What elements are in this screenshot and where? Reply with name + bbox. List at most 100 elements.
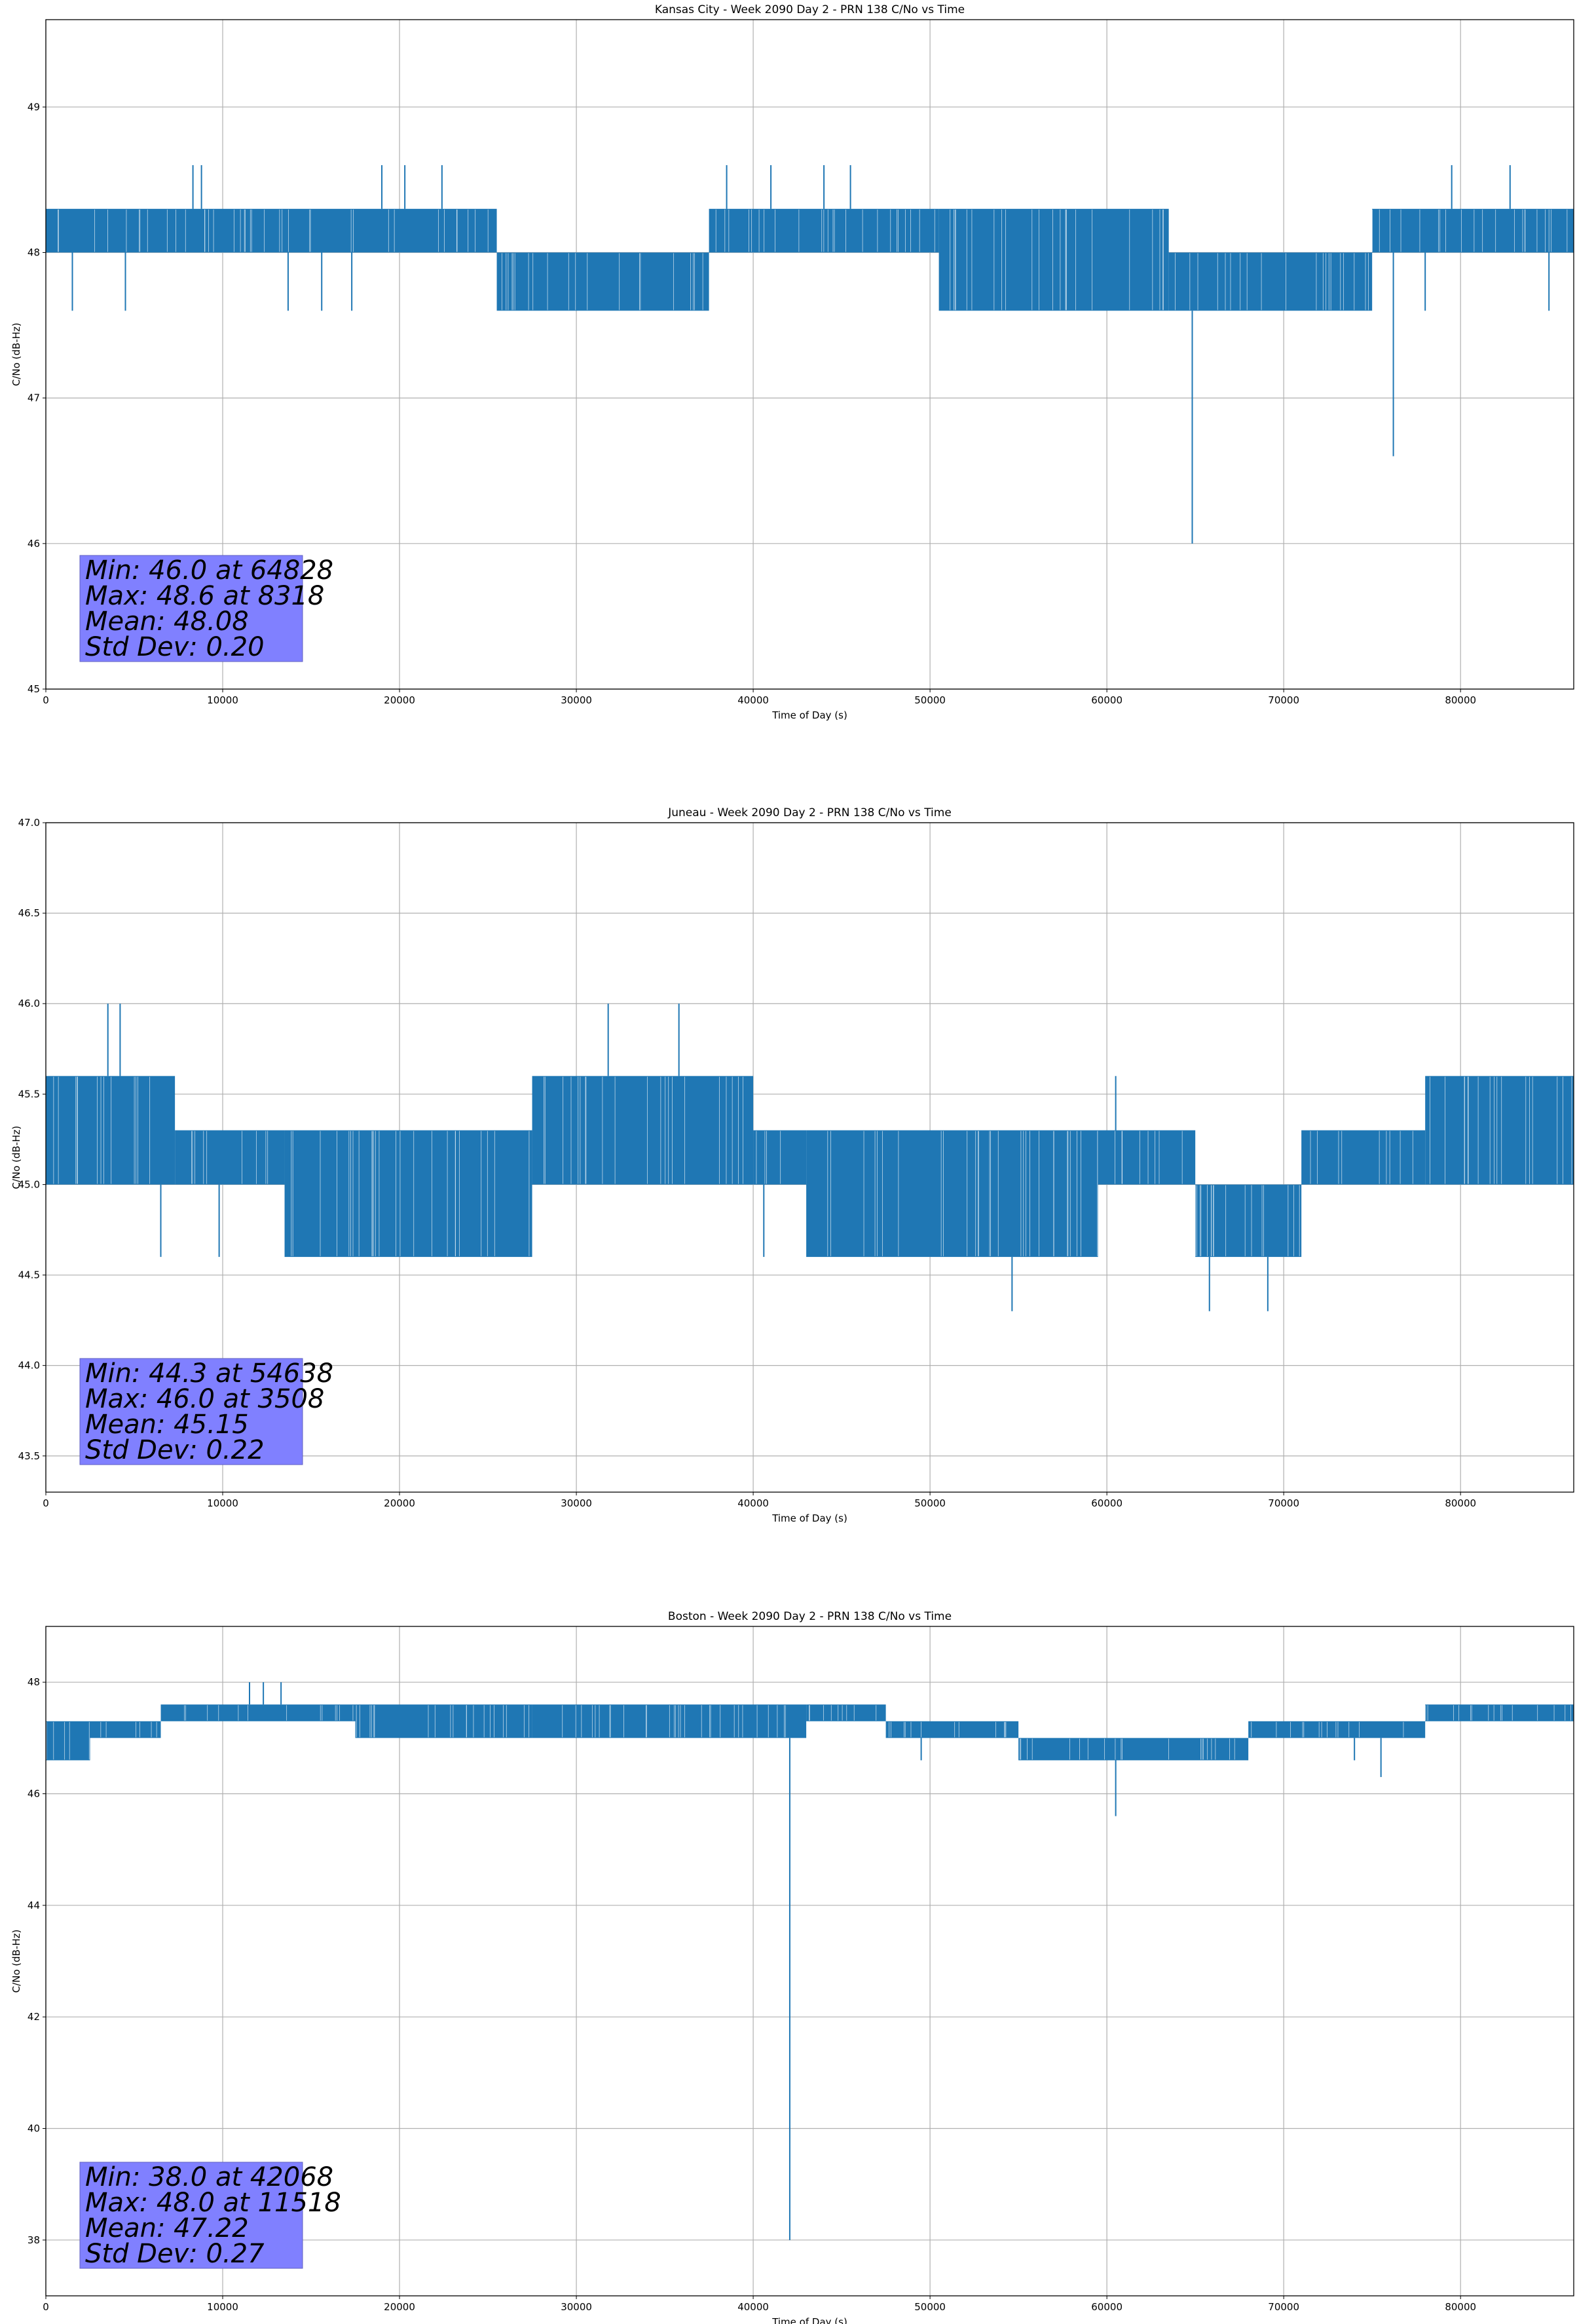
x-tick-label: 10000	[207, 2301, 238, 2313]
series-band	[175, 1130, 285, 1185]
axes-frame	[45, 1626, 1574, 2296]
x-tick-label: 30000	[561, 694, 592, 706]
series-cno	[46, 1003, 1574, 1311]
series-band	[1098, 1130, 1196, 1185]
chart-title: Juneau - Week 2090 Day 2 - PRN 138 C/No …	[667, 806, 952, 819]
x-tick-label: 80000	[1445, 2301, 1476, 2313]
stats-line: Std Dev: 0.20	[85, 632, 265, 662]
series-band	[1168, 252, 1373, 311]
series-band	[1248, 1721, 1426, 1738]
y-tick-label: 45.5	[18, 1088, 40, 1100]
series-band	[1372, 208, 1574, 253]
series-band	[938, 208, 1169, 311]
x-tick-label: 0	[43, 1497, 49, 1509]
x-tick-label: 80000	[1445, 694, 1476, 706]
series-band	[46, 208, 497, 253]
x-tick-label: 50000	[914, 694, 946, 706]
chart-panel-0: 0 10000 20000 30000 40000 50000 60000 70000 8000…	[10, 3, 1574, 721]
y-tick-label: 45.0	[18, 1178, 40, 1190]
y-tick-label: 45	[28, 683, 40, 695]
series-band	[160, 1704, 356, 1721]
stats-line: Mean: 47.22	[85, 2213, 249, 2243]
x-tick-label: 70000	[1268, 694, 1299, 706]
series-cno	[46, 1682, 1574, 2240]
series-band	[1195, 1184, 1302, 1257]
y-tick-label: 46	[28, 1788, 40, 1800]
y-tick-label: 40	[28, 2123, 40, 2135]
chart-panel-1: 0 10000 20000 30000 40000 50000 60000 70000 8000…	[10, 806, 1574, 1524]
x-tick-label: 0	[43, 694, 49, 706]
series-band	[46, 1076, 176, 1185]
x-tick-label: 40000	[737, 2301, 769, 2313]
stats-line: Max: 48.0 at 11518	[85, 2188, 341, 2218]
x-tick-label: 10000	[207, 1497, 238, 1509]
series-band	[1301, 1130, 1426, 1185]
stats-line: Std Dev: 0.22	[85, 1435, 265, 1465]
y-tick-label: 48	[28, 1676, 40, 1688]
stats-line: Min: 44.3 at 54638	[85, 1359, 333, 1389]
series-band	[1425, 1704, 1574, 1721]
x-tick-label: 40000	[737, 694, 769, 706]
x-tick-label: 30000	[561, 2301, 592, 2313]
axes-frame	[45, 822, 1574, 1493]
stats-line: Mean: 45.15	[85, 1410, 249, 1440]
y-axis-label: C/No (dB-Hz)	[10, 323, 22, 386]
x-tick-label: 70000	[1268, 2301, 1299, 2313]
stats-line: Max: 48.6 at 8318	[85, 581, 324, 611]
y-tick-label: 49	[28, 101, 40, 113]
y-axis-label: C/No (dB-Hz)	[10, 1126, 22, 1190]
x-tick-label: 60000	[1091, 1497, 1122, 1509]
x-tick-label: 50000	[914, 2301, 946, 2313]
series-band	[1425, 1076, 1574, 1185]
x-tick-label: 20000	[384, 1497, 415, 1509]
y-tick-label: 46.0	[18, 998, 40, 1009]
chart-title: Boston - Week 2090 Day 2 - PRN 138 C/No …	[668, 1610, 952, 1623]
stats-line: Min: 38.0 at 42068	[85, 2162, 333, 2192]
y-tick-label: 44.5	[18, 1269, 40, 1281]
y-tick-label: 47	[28, 392, 40, 404]
stats-line: Std Dev: 0.27	[85, 2239, 265, 2269]
x-axis-label: Time of Day (s)	[771, 2316, 847, 2324]
x-tick-label: 50000	[914, 1497, 946, 1509]
y-tick-label: 44	[28, 1900, 40, 1911]
stats-box	[79, 555, 303, 662]
stats-box	[79, 1358, 303, 1465]
series-band	[806, 1130, 1098, 1257]
x-tick-label: 10000	[207, 694, 238, 706]
y-tick-label: 48	[28, 246, 40, 258]
stats-line: Mean: 48.08	[85, 607, 249, 637]
x-axis-label: Time of Day (s)	[771, 1512, 847, 1524]
x-tick-label: 80000	[1445, 1497, 1476, 1509]
axes-frame	[45, 19, 1574, 690]
series-band	[532, 1076, 754, 1185]
stats-line: Min: 46.0 at 64828	[85, 555, 333, 586]
x-tick-label: 20000	[384, 694, 415, 706]
y-tick-label: 43.5	[18, 1450, 40, 1462]
y-tick-label: 46	[28, 538, 40, 550]
x-axis-label: Time of Day (s)	[771, 709, 847, 721]
x-tick-label: 0	[43, 2301, 49, 2313]
series-band	[90, 1721, 161, 1738]
stats-box	[79, 2162, 303, 2269]
y-tick-label: 46.5	[18, 907, 40, 919]
series-band	[532, 1704, 807, 1738]
y-tick-label: 44.0	[18, 1360, 40, 1372]
series-band	[284, 1130, 532, 1257]
stats-line: Max: 46.0 at 3508	[85, 1384, 324, 1414]
x-tick-label: 60000	[1091, 2301, 1122, 2313]
y-tick-label: 42	[28, 2011, 40, 2023]
y-tick-label: 47.0	[18, 817, 40, 829]
x-tick-label: 40000	[737, 1497, 769, 1509]
y-axis-label: C/No (dB-Hz)	[10, 1930, 22, 1993]
x-tick-label: 60000	[1091, 694, 1122, 706]
series-band	[885, 1721, 1019, 1738]
series-band	[355, 1704, 532, 1738]
series-band	[806, 1704, 886, 1721]
series-cno	[46, 165, 1574, 544]
series-band	[1018, 1738, 1249, 1761]
y-tick-label: 38	[28, 2234, 40, 2246]
